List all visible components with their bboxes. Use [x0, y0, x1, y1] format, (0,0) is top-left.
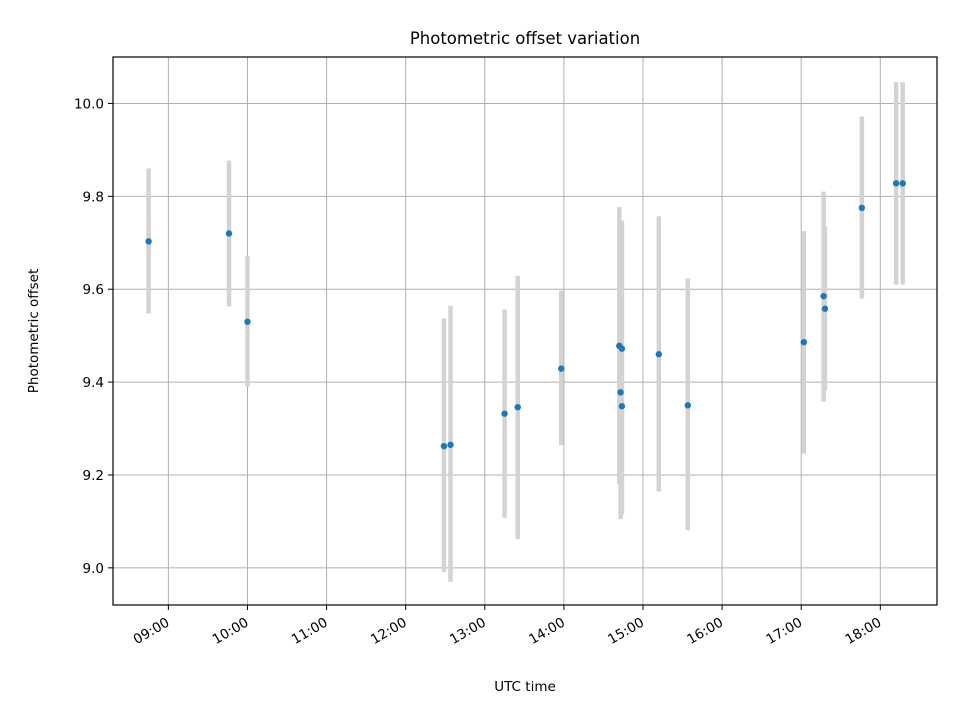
data-point: [858, 204, 866, 212]
data-point: [892, 180, 900, 187]
y-axis-ticks: 9.0 9.2 9.4 9.6 9.8 10.0: [74, 96, 113, 577]
data-point: [618, 403, 626, 410]
data-point: [501, 410, 508, 417]
data-point: [558, 365, 565, 372]
data-point: [618, 345, 626, 352]
x-tick-label: 17:00: [764, 615, 806, 648]
data-point: [821, 305, 829, 312]
data-point: [684, 402, 692, 409]
data-point: [800, 338, 808, 346]
x-tick-label: 11:00: [289, 615, 331, 648]
error-bars: [146, 82, 905, 582]
y-tick-label: 9.4: [83, 375, 104, 391]
y-tick-label: 9.0: [83, 561, 104, 577]
x-tick-label: 18:00: [843, 615, 885, 648]
data-point: [145, 238, 152, 245]
x-axis-ticks: 09:00 10:00 11:00 12:00 13:00 14:00 15:00 16:00…: [131, 605, 885, 648]
x-tick-label: 12:00: [368, 615, 410, 648]
data-point: [244, 318, 251, 325]
y-tick-label: 9.6: [83, 282, 104, 298]
x-tick-label: 14:00: [526, 615, 568, 648]
x-tick-label: 13:00: [447, 615, 489, 648]
plot-frame: [112, 56, 938, 606]
data-points: [145, 180, 906, 450]
data-point: [447, 441, 454, 448]
chart-title: Photometric offset variation: [410, 29, 640, 48]
x-axis-label: UTC time: [494, 679, 556, 695]
data-point: [440, 442, 448, 450]
y-tick-label: 10.0: [74, 96, 104, 112]
data-point: [655, 351, 663, 358]
data-point: [820, 292, 827, 300]
data-point: [617, 389, 624, 396]
y-axis-label: Photometric offset: [26, 269, 42, 393]
data-point: [899, 180, 906, 187]
x-tick-label: 10:00: [210, 615, 252, 648]
data-point: [225, 230, 233, 237]
grid-lines: [113, 57, 937, 605]
data-point: [514, 403, 521, 411]
x-tick-label: 16:00: [684, 615, 726, 648]
y-tick-label: 9.2: [83, 468, 104, 484]
x-tick-label: 09:00: [131, 615, 173, 648]
y-tick-label: 9.8: [83, 189, 104, 205]
x-tick-label: 15:00: [605, 615, 647, 648]
